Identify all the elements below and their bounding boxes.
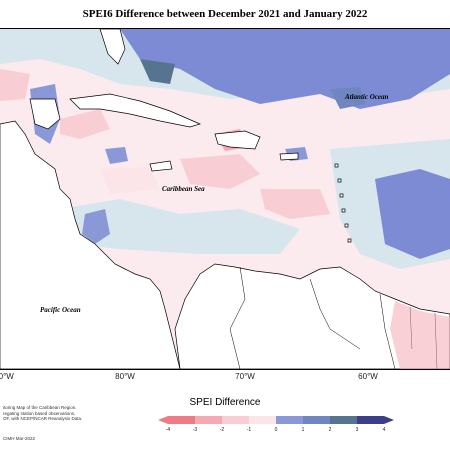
- legend-tick-label: -1: [247, 427, 252, 433]
- label-pacific-ocean: Pacific Ocean: [40, 306, 81, 314]
- legend-swatch: [357, 416, 384, 424]
- legend-swatch: [195, 416, 222, 424]
- legend-swatch: [276, 416, 303, 424]
- land-cuba: [69, 93, 202, 128]
- anomaly-light-blue-central: [60, 199, 300, 254]
- legend-swatch: [222, 416, 249, 424]
- land-mexico-central-america: [0, 120, 181, 369]
- land-puerto-rico: [279, 152, 299, 161]
- legend-swatch: [303, 416, 330, 424]
- anomaly-pink-west: [0, 69, 30, 101]
- legend-tick-label: 2: [329, 427, 332, 433]
- legend-left-arrow: [158, 416, 168, 424]
- anomaly-blue-small: [105, 147, 128, 164]
- credits-line-1: itoring Map of the Caribbean Region.: [3, 405, 77, 410]
- credits-date: CIMH Mar-2022: [3, 436, 36, 441]
- land-jamaica: [149, 160, 173, 172]
- map-panel: Atlantic Ocean Caribbean Sea Pacific Oce…: [0, 28, 450, 370]
- legend-colorbar: -4 -3 -2 -1 0 1 2 3 4: [158, 416, 394, 433]
- spei-map: Atlantic Ocean Caribbean Sea Pacific Oce…: [0, 29, 450, 369]
- legend-tick-label: -3: [193, 427, 198, 433]
- legend-swatch: [249, 416, 276, 424]
- label-caribbean-sea: Caribbean Sea: [162, 185, 205, 193]
- legend-tick-label: -2: [220, 427, 225, 433]
- legend-swatch: [330, 416, 357, 424]
- credits-line-2: regating station based observations,: [3, 410, 76, 416]
- anomaly-blue-central: [82, 209, 110, 244]
- map-title: SPEI6 Difference between December 2021 a…: [82, 8, 368, 20]
- legend-tick-label: 1: [302, 427, 305, 433]
- anomaly-pink-carib: [100, 167, 160, 194]
- legend-tick-label: 4: [383, 427, 386, 433]
- x-tick-70w: 70°W: [235, 372, 255, 381]
- legend-tick-label: -4: [166, 427, 171, 433]
- x-tick-90w: 90°W: [0, 372, 14, 381]
- x-tick-60w: 60°W: [358, 372, 378, 381]
- label-atlantic-ocean: Atlantic Ocean: [344, 93, 388, 101]
- anomaly-pink-east: [260, 189, 330, 219]
- anomaly-blue-atlantic: [120, 29, 450, 109]
- credits-line-3: OF, with NCEP/NCAR Reanalysis Data.: [3, 416, 83, 421]
- anomaly-blue-bahamas: [140, 59, 175, 84]
- land-hispaniola: [214, 130, 261, 150]
- legend-title: SPEI Difference: [189, 397, 261, 408]
- anomaly-pink-central: [180, 154, 260, 189]
- legend-tick-label: 3: [356, 427, 359, 433]
- legend-tick-label: 0: [275, 427, 278, 433]
- anomaly-blue-atlantic-dark: [330, 87, 365, 109]
- credits-text: itoring Map of the Caribbean Region. reg…: [3, 405, 123, 422]
- anomaly-pink-gulf: [60, 109, 110, 139]
- anomaly-pink-guianas: [390, 301, 450, 369]
- anomaly-blue-east: [375, 169, 450, 259]
- legend-right-arrow: [384, 416, 394, 424]
- x-tick-80w: 80°W: [115, 372, 135, 381]
- land-florida: [99, 29, 126, 65]
- legend-swatch: [168, 416, 195, 424]
- land-lesser-antilles: [334, 163, 352, 243]
- land-yucatan: [29, 98, 61, 130]
